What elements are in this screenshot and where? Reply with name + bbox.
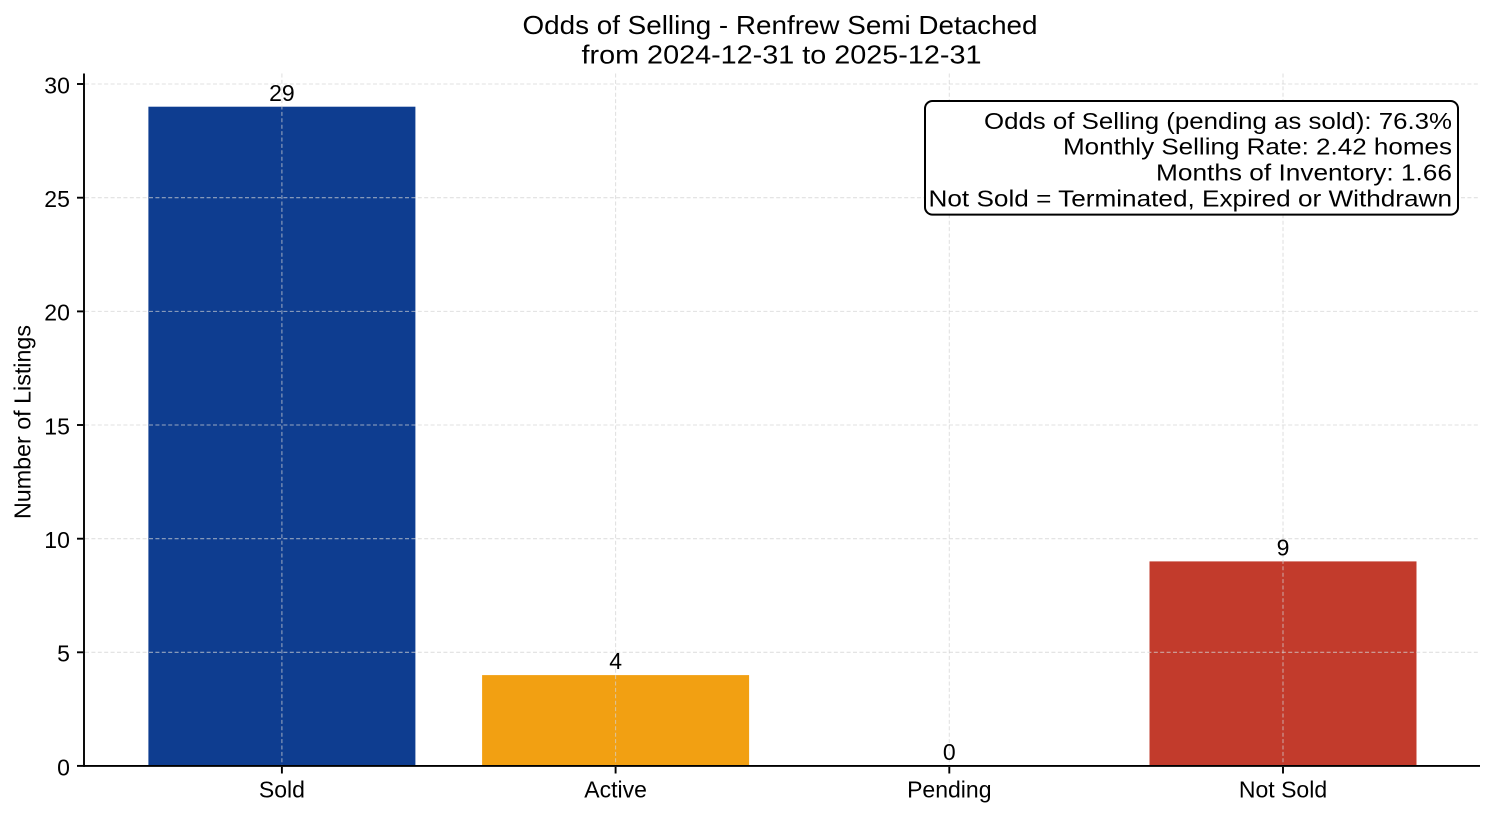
- svg-text:Number of Listings: Number of Listings: [10, 325, 36, 519]
- svg-text:Sold: Sold: [259, 777, 305, 803]
- svg-text:Months of Inventory: 1.66: Months of Inventory: 1.66: [1156, 160, 1452, 186]
- svg-text:29: 29: [269, 80, 295, 106]
- svg-text:0: 0: [943, 739, 956, 765]
- svg-text:Not Sold = Terminated, Expired: Not Sold = Terminated, Expired or Withdr…: [929, 186, 1453, 212]
- svg-text:4: 4: [609, 648, 622, 674]
- svg-text:15: 15: [44, 413, 70, 439]
- svg-text:10: 10: [44, 527, 70, 553]
- svg-text:Monthly Selling Rate: 2.42 hom: Monthly Selling Rate: 2.42 homes: [1063, 134, 1452, 160]
- svg-text:Pending: Pending: [907, 777, 991, 803]
- svg-text:Active: Active: [584, 777, 647, 803]
- svg-text:from 2024-12-31 to 2025-12-31: from 2024-12-31 to 2025-12-31: [582, 40, 982, 70]
- svg-text:9: 9: [1277, 534, 1290, 560]
- svg-text:25: 25: [44, 186, 70, 212]
- svg-text:0: 0: [57, 754, 70, 780]
- svg-text:Odds of Selling - Renfrew Semi: Odds of Selling - Renfrew Semi Detached: [523, 10, 1038, 40]
- svg-text:Not Sold: Not Sold: [1239, 777, 1327, 803]
- svg-text:Odds of Selling (pending as so: Odds of Selling (pending as sold): 76.3%: [984, 108, 1452, 134]
- svg-text:20: 20: [44, 300, 70, 326]
- svg-text:30: 30: [44, 72, 70, 98]
- svg-text:5: 5: [57, 641, 70, 667]
